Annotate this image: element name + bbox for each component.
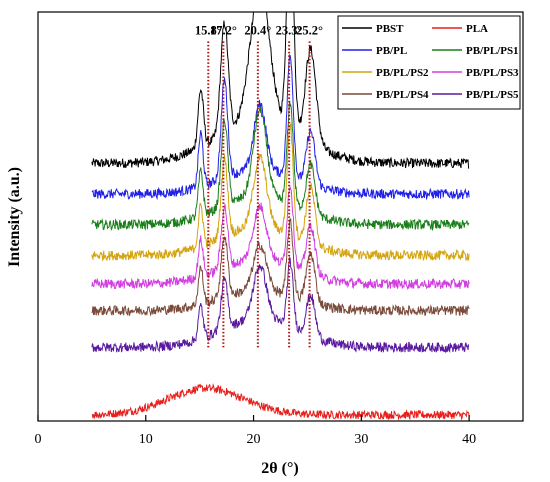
series-line-pb-pl-ps3 [91,185,470,291]
legend-label: PB/PL/PS4 [376,89,429,101]
legend-label: PB/PL/PS2 [376,67,429,79]
y-axis-label: Intensity (a.u.) [6,167,23,267]
series-line-pb-pl-ps4 [91,218,470,317]
legend-label: PB/PL [376,45,407,57]
peak-label: 15.8° [195,23,222,37]
legend-label: PB/PL/PS1 [466,45,519,57]
legend-label: PB/PL/PS3 [466,67,519,79]
x-tick-label: 40 [462,432,476,447]
plot-frame [37,11,524,422]
x-axis-label: 2θ (°) [261,460,298,477]
series-line-pb-pl [91,53,470,201]
series-line-pla [91,383,470,421]
series-line-pb-pl-ps1 [91,100,470,232]
x-tick-label: 20 [247,432,261,447]
series-line-pb-pl-ps2 [91,123,470,262]
legend-label: PB/PL/PS5 [466,89,519,101]
legend-label: PBST [376,23,404,35]
peak-label: 17.2° [210,23,237,37]
series-line-pb-pl-ps5 [91,256,470,354]
peak-label: 23.3° [276,23,303,37]
series-line-pbst [91,12,470,169]
x-tick-label: 30 [354,432,368,447]
x-tick-label: 10 [139,432,153,447]
legend-label: PLA [466,23,488,35]
peak-label: 25.2° [296,23,323,37]
legend: PBST PLA PB/PL PB/PL/PS1 PB/PL/PS2 PB/PL/PS3 P… [337,15,521,110]
peak-label: 20.4° [244,23,271,37]
x-tick-label: 0 [35,432,42,447]
